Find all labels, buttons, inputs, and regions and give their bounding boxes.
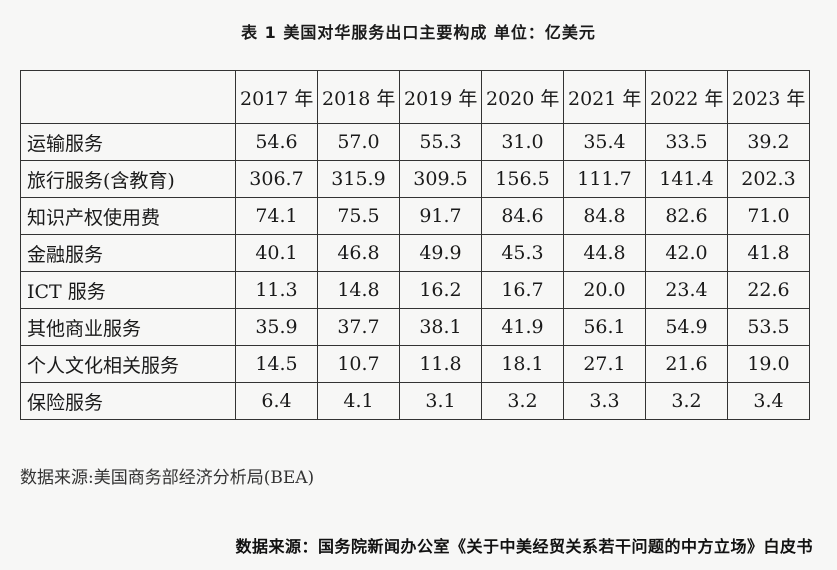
value-cell: 156.5 [481,160,564,198]
value-cell: 35.9 [235,308,318,346]
table-row: 知识产权使用费 74.1 75.5 91.7 84.6 84.8 82.6 71.0 [20,197,810,235]
value-cell: 82.6 [645,197,728,235]
value-cell: 23.4 [645,271,728,309]
year-header: 2018 年 [317,70,400,124]
year-header: 2017 年 [235,70,318,124]
value-cell: 74.1 [235,197,318,235]
value-cell: 54.6 [235,123,318,161]
table-header-row: 2017 年 2018 年 2019 年 2020 年 2021 年 2022 … [20,70,810,124]
value-cell: 19.0 [727,345,810,383]
table-row: 其他商业服务 35.9 37.7 38.1 41.9 56.1 54.9 53.5 [20,308,810,346]
value-cell: 71.0 [727,197,810,235]
value-cell: 46.8 [317,234,400,272]
table-row: 旅行服务(含教育) 306.7 315.9 309.5 156.5 111.7 141.4 2… [20,160,810,198]
value-cell: 75.5 [317,197,400,235]
value-cell: 14.5 [235,345,318,383]
category-label: 运输服务 [20,123,236,161]
category-label: 个人文化相关服务 [20,345,236,383]
value-cell: 3.2 [645,382,728,420]
value-cell: 309.5 [399,160,482,198]
value-cell: 55.3 [399,123,482,161]
year-header: 2023 年 [727,70,810,124]
value-cell: 14.8 [317,271,400,309]
table-row: ICT 服务 11.3 14.8 16.2 16.7 20.0 23.4 22.6 [20,271,810,309]
services-export-table: 2017 年 2018 年 2019 年 2020 年 2021 年 2022 … [20,70,810,420]
value-cell: 3.2 [481,382,564,420]
value-cell: 141.4 [645,160,728,198]
value-cell: 21.6 [645,345,728,383]
value-cell: 315.9 [317,160,400,198]
value-cell: 57.0 [317,123,400,161]
category-label: ICT 服务 [20,271,236,309]
value-cell: 3.3 [563,382,646,420]
value-cell: 11.3 [235,271,318,309]
table-row: 个人文化相关服务 14.5 10.7 11.8 18.1 27.1 21.6 19.0 [20,345,810,383]
category-label: 旅行服务(含教育) [20,160,236,198]
value-cell: 44.8 [563,234,646,272]
value-cell: 33.5 [645,123,728,161]
header-corner-cell [20,70,236,124]
value-cell: 3.1 [399,382,482,420]
value-cell: 31.0 [481,123,564,161]
value-cell: 56.1 [563,308,646,346]
value-cell: 41.9 [481,308,564,346]
value-cell: 306.7 [235,160,318,198]
value-cell: 42.0 [645,234,728,272]
value-cell: 45.3 [481,234,564,272]
category-label: 知识产权使用费 [20,197,236,235]
value-cell: 54.9 [645,308,728,346]
year-header: 2022 年 [645,70,728,124]
value-cell: 41.8 [727,234,810,272]
table-row: 保险服务 6.4 4.1 3.1 3.2 3.3 3.2 3.4 [20,382,810,420]
source-footer: 数据来源：国务院新闻办公室《关于中美经贸关系若干问题的中方立场》白皮书 [235,537,813,556]
value-cell: 84.6 [481,197,564,235]
value-cell: 91.7 [399,197,482,235]
value-cell: 6.4 [235,382,318,420]
value-cell: 16.7 [481,271,564,309]
value-cell: 22.6 [727,271,810,309]
value-cell: 35.4 [563,123,646,161]
value-cell: 20.0 [563,271,646,309]
value-cell: 10.7 [317,345,400,383]
value-cell: 39.2 [727,123,810,161]
value-cell: 49.9 [399,234,482,272]
value-cell: 11.8 [399,345,482,383]
table-title: 表 1 美国对华服务出口主要构成 单位：亿美元 [241,23,596,42]
value-cell: 40.1 [235,234,318,272]
value-cell: 111.7 [563,160,646,198]
value-cell: 202.3 [727,160,810,198]
value-cell: 4.1 [317,382,400,420]
category-label: 保险服务 [20,382,236,420]
value-cell: 38.1 [399,308,482,346]
table-row: 金融服务 40.1 46.8 49.9 45.3 44.8 42.0 41.8 [20,234,810,272]
value-cell: 53.5 [727,308,810,346]
value-cell: 16.2 [399,271,482,309]
value-cell: 27.1 [563,345,646,383]
value-cell: 37.7 [317,308,400,346]
year-header: 2020 年 [481,70,564,124]
year-header: 2019 年 [399,70,482,124]
value-cell: 3.4 [727,382,810,420]
category-label: 金融服务 [20,234,236,272]
source-note: 数据来源:美国商务部经济分析局(BEA) [20,468,315,488]
category-label: 其他商业服务 [20,308,236,346]
table-row: 运输服务 54.6 57.0 55.3 31.0 35.4 33.5 39.2 [20,123,810,161]
year-header: 2021 年 [563,70,646,124]
value-cell: 84.8 [563,197,646,235]
value-cell: 18.1 [481,345,564,383]
